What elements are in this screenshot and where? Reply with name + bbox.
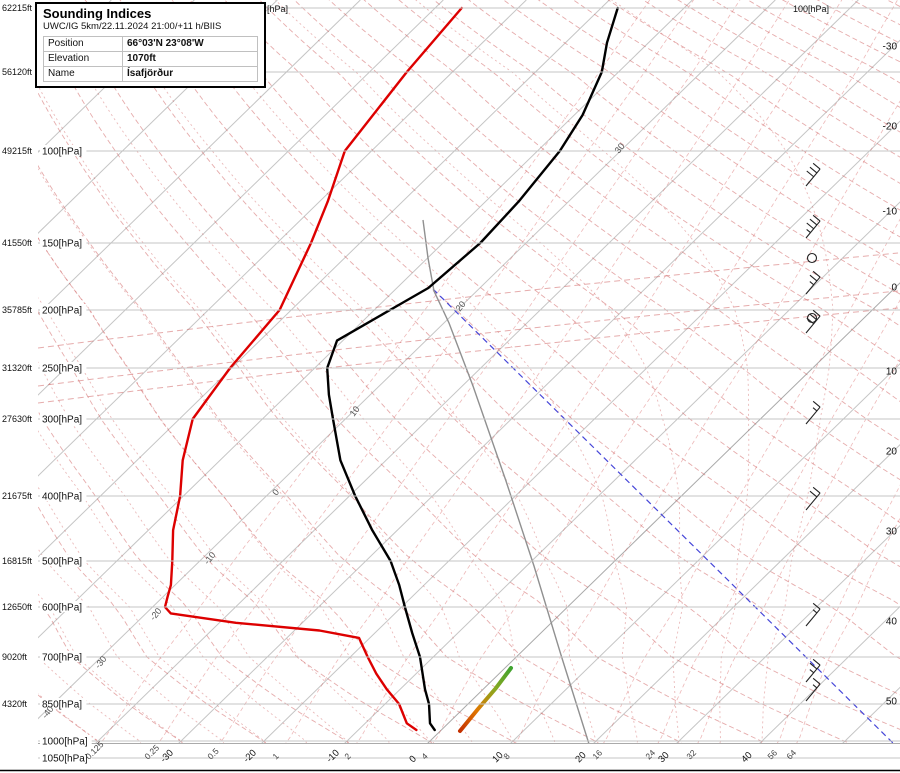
axis-labels: 62215ft 56120ft 49215ft 41550ft 35785ft 31320… [2,3,897,765]
altitude-label: 56120ft [2,67,33,77]
pressure-label: 850[hPa] [42,700,82,711]
wind-barb [805,658,821,683]
top-right-pressure-label: 100[hPa] [793,4,829,14]
top-left-pressure-label: [hPa] [267,4,288,14]
pressure-label: 1000[hPa] [42,737,88,748]
altitude-label: 9020ft [2,652,28,662]
info-row: Elevation 1070ft [43,51,259,67]
right-temperature-label: 40 [886,617,898,628]
wind-barb [805,486,821,511]
pressure-label: 700[hPa] [42,653,82,664]
upper-reference-lines [38,252,899,404]
altitude-label: 62215ft [2,3,33,13]
pressure-label: 300[hPa] [42,415,82,426]
bottom-temperature-label: -10 [324,748,341,765]
wind-barbs [805,162,821,702]
calm-wind-icon [806,252,818,264]
bottom-mixing-ratio-label: 2 [342,751,353,762]
info-row-label: Elevation [43,51,123,67]
bottom-mixing-ratio-label: 0.5 [205,746,221,762]
bottom-mixing-ratio-label: 32 [684,747,698,761]
adiabat-label: 30 [613,141,627,155]
altitude-label: 41550ft [2,238,33,248]
info-row-label: Name [43,66,123,82]
altitude-label: 35785ft [2,305,33,315]
altitude-label: 4320ft [2,699,28,709]
wind-barb [805,214,821,239]
right-temperature-label: -10 [883,207,898,218]
parcel-line [422,219,590,744]
bottom-mixing-ratio-label: 1 [270,751,281,762]
wind-barb [806,252,818,264]
bottom-temperature-label: -20 [241,748,258,765]
pressure-label: 150[hPa] [42,239,82,250]
bottom-mixing-ratio-label: 8 [501,751,512,762]
right-temperature-label: 10 [886,367,898,378]
bottom-temperature-label: 20 [573,750,588,765]
adiabat-label: -10 [202,550,218,566]
wind-barb [805,400,821,425]
info-row-value: 66°03'N 23°08'W [121,36,259,52]
pressure-label: 200[hPa] [42,306,82,317]
adiabat-label: 0 [270,487,281,497]
chart-title: Sounding Indices [43,6,152,21]
altitude-label: 21675ft [2,491,33,501]
bottom-temperature-label: 30 [656,750,671,765]
pressure-label: 600[hPa] [42,603,82,614]
wind-barb [805,270,821,295]
adiabat-label: -30 [93,654,109,670]
bottom-mixing-ratio-label: 56 [765,747,779,761]
bottom-mixing-ratio-label: 16 [590,747,604,761]
altitude-label: 16815ft [2,556,33,566]
mixing-ratio-lines [99,0,900,744]
wind-barb [805,602,821,627]
station-info-table: Position 66°03'N 23°08'W Elevation 1070ft Na… [43,36,259,82]
pressure-label: 100[hPa] [42,147,82,158]
altitude-label: 49215ft [2,146,33,156]
info-row-value: 1070ft [121,51,259,67]
chart-subtitle: UWC/IG 5km/22.11.2024 21:00/+11 h/BIIS [43,21,222,32]
moist-adiabat-lines [38,0,834,744]
wind-barb [805,162,821,187]
right-temperature-label: -30 [883,42,898,53]
info-row: Position 66°03'N 23°08'W [43,36,259,52]
bottom-temperature-label: 40 [739,750,754,765]
info-row-value: Ísafjörður [121,66,259,82]
altitude-label: 27630ft [2,414,33,424]
bottom-temperature-label: 0 [407,754,419,766]
wind-barb [805,677,821,702]
bottom-mixing-ratio-label: 64 [784,747,798,761]
info-row: Name Ísafjörður [43,66,259,82]
isobar-lines [38,7,900,759]
sounding-info-box: Sounding Indices UWC/IG 5km/22.11.2024 2… [35,2,266,88]
info-row-label: Position [43,36,123,52]
blue-dashed-line [432,288,895,744]
right-temperature-label: 0 [891,283,897,294]
bottom-temperature-label: -30 [158,748,175,765]
bottom-mixing-ratio-label: 4 [419,751,430,762]
wind-barb [805,309,821,334]
adiabat-label: -20 [148,606,164,622]
isotherm-lines [38,0,900,744]
right-temperature-label: 50 [886,697,898,708]
right-temperature-label: -20 [883,122,898,133]
bottom-mixing-ratio-label: 24 [643,747,657,761]
hodograph-segment [458,666,513,733]
pressure-label: 400[hPa] [42,492,82,503]
pressure-label: 500[hPa] [42,557,82,568]
altitude-label: 12650ft [2,602,33,612]
altitude-label: 31320ft [2,363,33,373]
adiabat-label: 10 [348,404,362,418]
pressure-label: 250[hPa] [42,364,82,375]
adiabat-label: 20 [454,299,468,313]
right-temperature-label: 20 [886,447,898,458]
right-temperature-label: 30 [886,527,898,538]
pressure-label: 1050[hPa] [42,754,88,765]
